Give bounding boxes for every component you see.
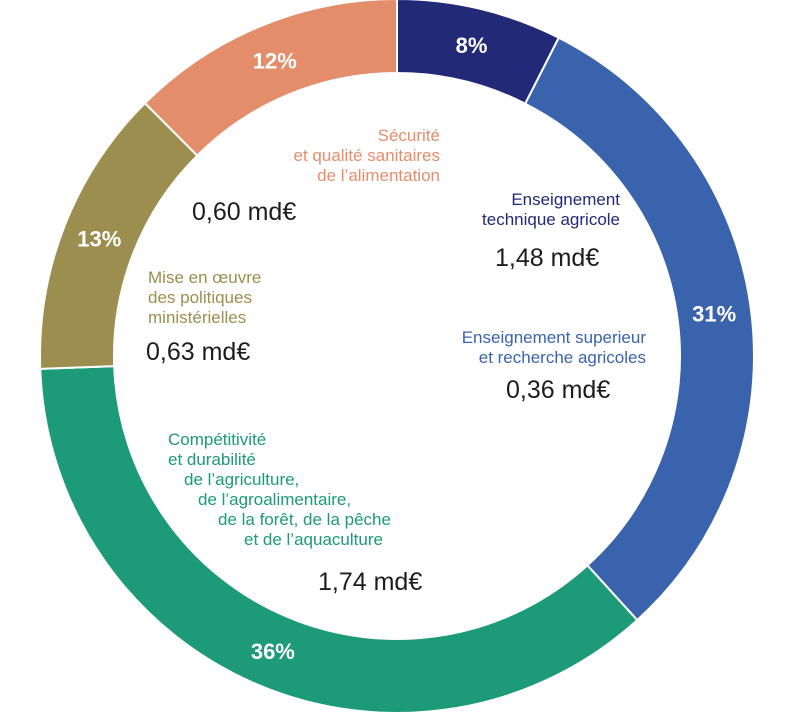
label-enseignement-technique-line-1: Enseignement (511, 190, 620, 209)
label-mise-en-oeuvre: Mise en œuvre des politiques ministériel… (148, 268, 261, 328)
donut-slices (39, 0, 755, 714)
percent-label: 13% (77, 227, 121, 252)
label-competitivite-line-1: Compétitivité (168, 430, 267, 449)
value-enseignement-technique: 1,48 md€ (495, 244, 600, 272)
label-mise-en-oeuvre-line-2: des politiques (148, 288, 252, 307)
label-enseignement-superieur-line-1: Enseignement superieur (461, 328, 646, 347)
label-competitivite-line-5: de la forêt, de la pêche (218, 510, 391, 529)
label-enseignement-technique: Enseignement technique agricole (395, 190, 620, 230)
label-enseignement-technique-line-2: technique agricole (482, 210, 620, 229)
label-securite-line-2: et qualité sanitaires (293, 146, 440, 165)
percent-label: 12% (253, 48, 297, 73)
label-securite: Sécurité et qualité sanitaires de l’alim… (218, 126, 440, 186)
value-securite: 0,60 md€ (192, 198, 297, 226)
value-mise-en-oeuvre: 0,63 md€ (146, 338, 251, 366)
label-securite-line-1: Sécurité (377, 126, 440, 145)
label-enseignement-superieur: Enseignement superieur et recherche agri… (398, 328, 646, 368)
label-mise-en-oeuvre-line-3: ministérielles (148, 308, 247, 327)
percent-label: 31% (692, 301, 736, 326)
label-competitivite-line-2: et durabilité (168, 450, 256, 469)
label-enseignement-superieur-line-2: et recherche agricoles (478, 348, 646, 367)
percent-label: 36% (251, 639, 295, 664)
label-competitivite-line-4: de l’agroalimentaire, (198, 490, 352, 509)
percent-labels: 8% 31% 36% 13% 12% (77, 33, 736, 664)
label-competitivite-line-6: et de l’aquaculture (244, 530, 383, 549)
slice-competitivite (39, 365, 639, 714)
value-competitivite: 1,74 md€ (318, 568, 423, 596)
label-securite-line-3: de l’alimentation (317, 166, 440, 185)
slice-securite (143, 0, 398, 157)
value-enseignement-superieur: 0,36 md€ (506, 376, 611, 404)
label-competitivite: Compétitivité et durabilité de l’agricul… (150, 430, 391, 550)
label-mise-en-oeuvre-line-1: Mise en œuvre (148, 268, 262, 287)
percent-label: 8% (456, 33, 488, 58)
label-competitivite-line-3: de l’agriculture, (184, 470, 300, 489)
